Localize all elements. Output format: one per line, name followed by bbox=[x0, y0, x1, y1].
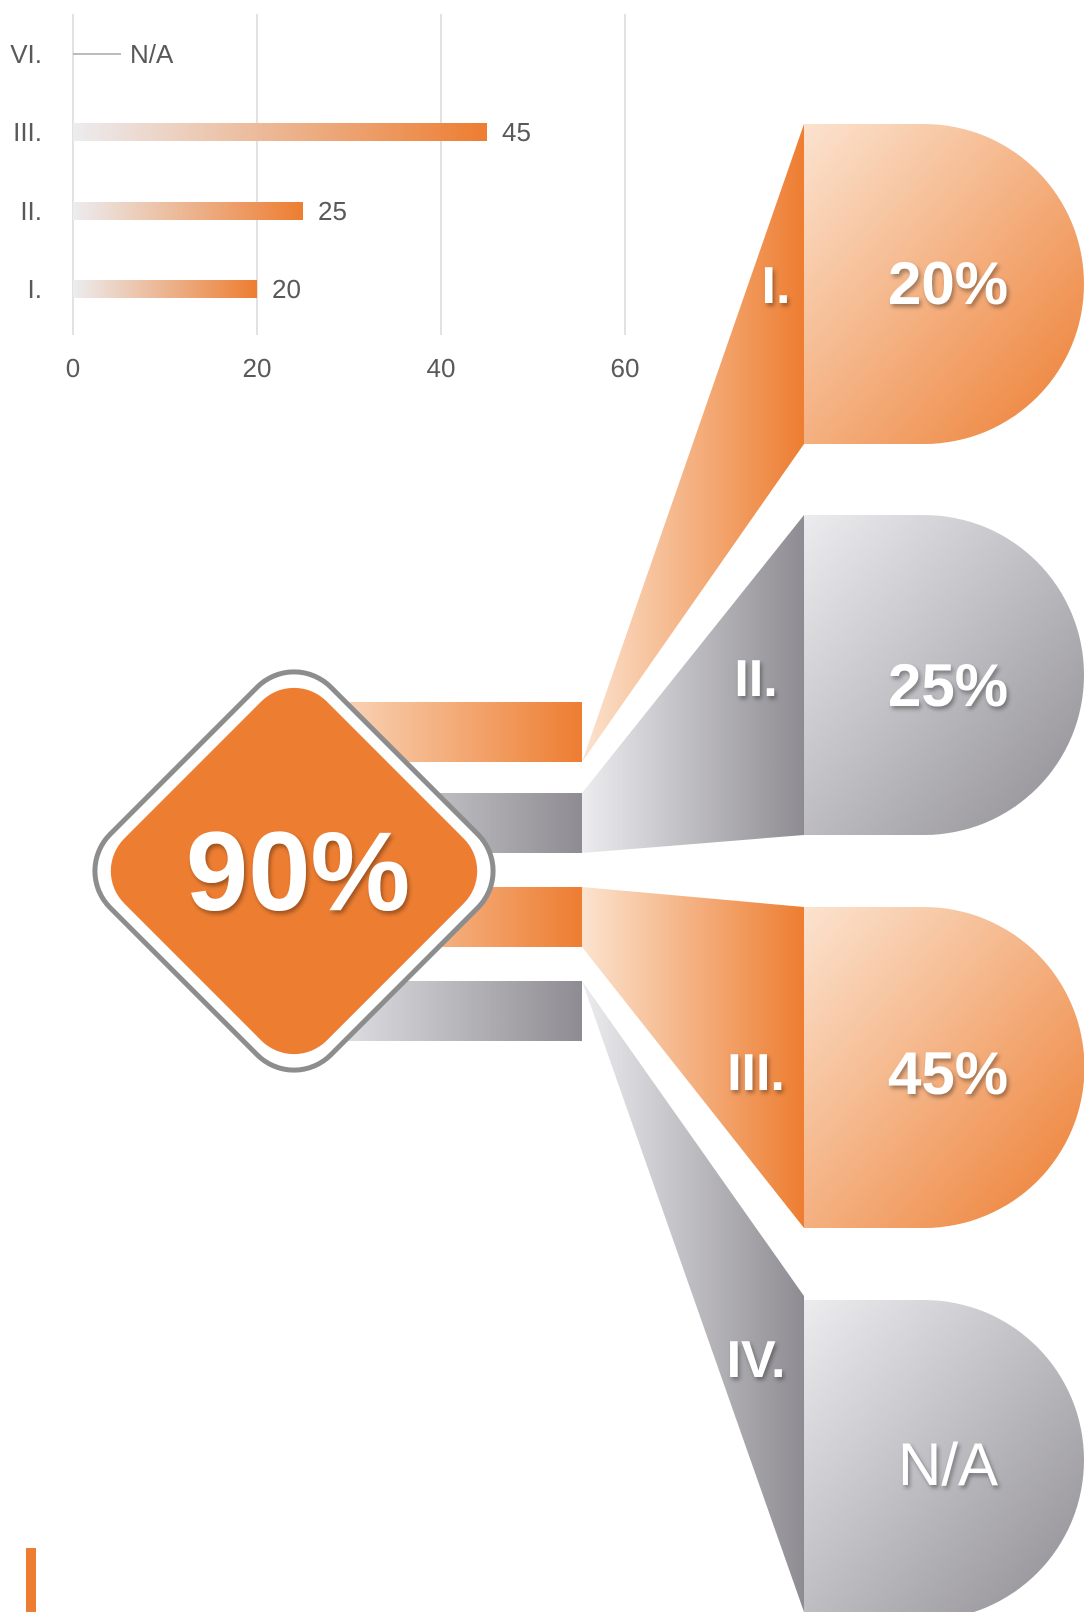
value-panel-3 bbox=[804, 907, 1084, 1228]
branch-numeral-2: II. bbox=[734, 650, 777, 708]
category-label: III. bbox=[13, 117, 42, 147]
value-panel-4 bbox=[804, 1300, 1084, 1612]
branch-value-1: 20% bbox=[888, 250, 1008, 317]
bar bbox=[73, 202, 303, 220]
data-label: 20 bbox=[272, 274, 301, 304]
branch-value-3: 45% bbox=[888, 1040, 1008, 1107]
branch-value-4: N/A bbox=[898, 1431, 998, 1498]
bar-chart: 0 20 40 60 VI. N/A III. 45 II. 25 I. 20 bbox=[10, 14, 640, 383]
x-tick-label: 0 bbox=[66, 353, 80, 383]
branch-numeral-4: IV. bbox=[727, 1331, 786, 1389]
center-value: 90% bbox=[186, 809, 410, 934]
branch-wedge-2 bbox=[582, 515, 804, 853]
x-tick-label: 40 bbox=[427, 353, 456, 383]
bar bbox=[73, 123, 487, 141]
branch-wedge-3 bbox=[582, 887, 804, 1228]
category-label: I. bbox=[28, 274, 42, 304]
center-diamond bbox=[110, 687, 478, 1055]
x-tick-label: 60 bbox=[611, 353, 640, 383]
branch-numeral-3: III. bbox=[727, 1044, 785, 1102]
category-label: VI. bbox=[10, 39, 42, 69]
bar bbox=[73, 280, 257, 298]
category-label: II. bbox=[20, 196, 42, 226]
data-label: N/A bbox=[130, 39, 174, 69]
branch-wedge-1 bbox=[582, 124, 804, 762]
x-tick-label: 20 bbox=[243, 353, 272, 383]
data-label: 25 bbox=[318, 196, 347, 226]
value-panel-2 bbox=[804, 515, 1084, 835]
branch-wedge-4 bbox=[582, 981, 804, 1612]
value-panel-1 bbox=[804, 124, 1084, 444]
branch-value-2: 25% bbox=[888, 652, 1008, 719]
branch-numeral-1: I. bbox=[762, 257, 791, 315]
accent-bar bbox=[26, 1548, 36, 1612]
data-label: 45 bbox=[502, 117, 531, 147]
